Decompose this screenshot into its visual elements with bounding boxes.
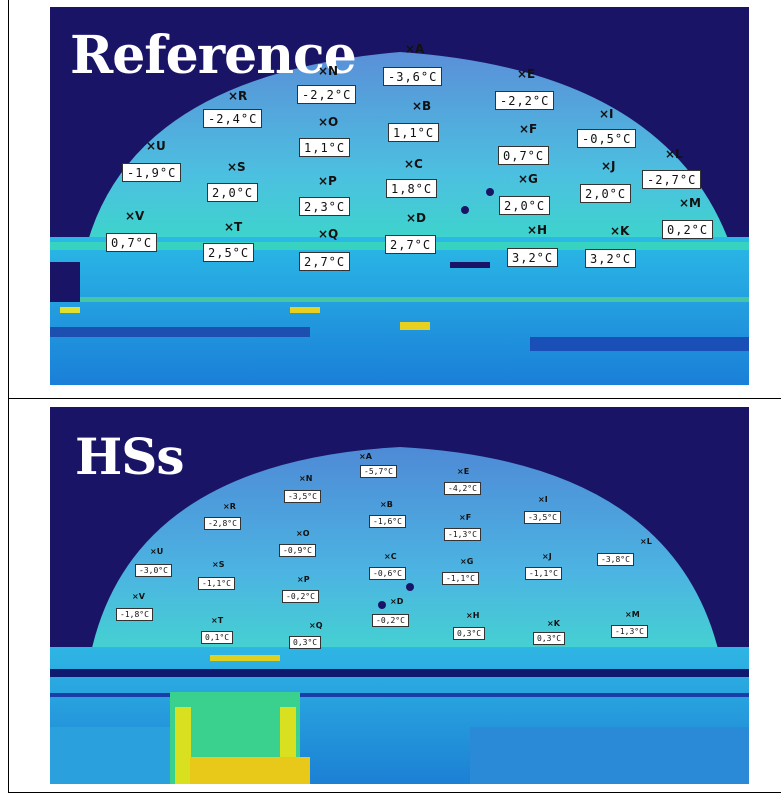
temperature-label: -1,6°C <box>369 515 406 528</box>
temperature-label: 2,7°C <box>385 235 437 254</box>
temperature-label: 1,1°C <box>299 138 351 157</box>
measurement-marker: ×C <box>384 552 397 561</box>
temperature-label: 0,3°C <box>453 627 486 640</box>
temperature-label: -2,2°C <box>297 85 357 104</box>
temperature-label: 2,0°C <box>580 184 632 203</box>
measurement-marker: ×T <box>224 220 243 234</box>
measurement-marker: ×I <box>538 495 548 504</box>
measurement-marker: ×Q <box>318 227 339 241</box>
temperature-label: -3,5°C <box>284 490 321 503</box>
temperature-label: -1,8°C <box>116 608 153 621</box>
temperature-label: 0,7°C <box>106 233 158 252</box>
temperature-label: -2,8°C <box>204 517 241 530</box>
temperature-label: 2,0°C <box>207 183 259 202</box>
temperature-label: 0,7°C <box>498 146 550 165</box>
measurement-marker: ×G <box>460 557 474 566</box>
measurement-marker: ×U <box>150 547 164 556</box>
temperature-label: -1,1°C <box>198 577 235 590</box>
temperature-label: -3,5°C <box>524 511 561 524</box>
measurement-marker: ×T <box>211 616 224 625</box>
measurement-marker: ×M <box>679 196 701 210</box>
temperature-label: -2,4°C <box>203 109 263 128</box>
measurement-marker: ×M <box>625 610 640 619</box>
panel-divider <box>8 398 781 399</box>
temperature-label: -0,2°C <box>372 614 409 627</box>
measurement-marker: ×U <box>146 139 166 153</box>
reference-thermal-image: Reference ×A -3,6°C ×B 1,1°C ×C 1,8°C ×D 2,7°C ×… <box>50 7 749 385</box>
temperature-label: 0,3°C <box>533 632 566 645</box>
temperature-label: 2,5°C <box>203 243 255 262</box>
hss-thermal-image: HSs ×A -5,7°C ×B -1,6°C ×C -0,6°C ×D -0,2°C ×E -4… <box>50 407 749 784</box>
measurement-marker: ×S <box>212 560 225 569</box>
temperature-label: -4,2°C <box>444 482 481 495</box>
measurement-marker: ×J <box>542 552 552 561</box>
measurement-marker: ×R <box>223 502 236 511</box>
measurement-marker: ×V <box>125 209 145 223</box>
measurement-marker: ×K <box>547 619 560 628</box>
temperature-label: 1,8°C <box>386 179 438 198</box>
temperature-label: 0,2°C <box>662 220 714 239</box>
temperature-label: -5,7°C <box>360 465 397 478</box>
measurement-marker: ×F <box>459 513 472 522</box>
thermal-image-background <box>50 407 749 784</box>
measurement-marker: ×L <box>640 537 652 546</box>
measurement-marker: ×J <box>601 159 616 173</box>
measurement-marker: ×O <box>296 529 310 538</box>
temperature-label: 0,1°C <box>201 631 234 644</box>
measurement-marker: ×D <box>390 597 404 606</box>
measurement-marker: ×A <box>359 452 372 461</box>
temperature-label: -1,3°C <box>444 528 481 541</box>
measurement-marker: ×D <box>406 211 427 225</box>
measurement-marker: ×B <box>412 99 432 113</box>
measurement-marker: ×R <box>228 89 248 103</box>
measurement-marker: ×G <box>518 172 538 186</box>
measurement-marker: ×B <box>380 500 393 509</box>
measurement-marker: ×O <box>318 115 339 129</box>
measurement-marker: ×N <box>318 64 339 78</box>
temperature-label: 0,3°C <box>289 636 322 649</box>
temperature-label: -2,7°C <box>642 170 702 189</box>
measurement-marker: ×V <box>132 592 145 601</box>
measurement-marker: ×P <box>297 575 310 584</box>
panel-title: HSs <box>75 427 184 486</box>
measurement-marker: ×S <box>227 160 246 174</box>
measurement-marker: ×F <box>519 122 538 136</box>
measurement-marker: ×L <box>665 147 683 161</box>
measurement-marker: ×P <box>318 174 337 188</box>
temperature-label: -0,6°C <box>369 567 406 580</box>
measurement-marker: ×E <box>457 467 470 476</box>
temperature-label: -3,8°C <box>597 553 634 566</box>
temperature-label: -0,9°C <box>279 544 316 557</box>
temperature-label: -3,0°C <box>135 564 172 577</box>
measurement-marker: ×H <box>527 223 548 237</box>
temperature-label: 1,1°C <box>388 123 440 142</box>
temperature-label: -0,2°C <box>282 590 319 603</box>
measurement-marker: ×C <box>404 157 423 171</box>
measurement-marker: ×A <box>405 42 425 56</box>
temperature-label: 2,7°C <box>299 252 351 271</box>
temperature-label: -1,3°C <box>611 625 648 638</box>
measurement-marker: ×K <box>610 224 630 238</box>
measurement-marker: ×Q <box>309 621 323 630</box>
temperature-label: 3,2°C <box>585 249 637 268</box>
temperature-label: 3,2°C <box>507 248 559 267</box>
temperature-label: -1,1°C <box>525 567 562 580</box>
temperature-label: 2,3°C <box>299 197 351 216</box>
temperature-label: -0,5°C <box>577 129 637 148</box>
temperature-label: -1,1°C <box>442 572 479 585</box>
measurement-marker: ×N <box>299 474 313 483</box>
temperature-label: -1,9°C <box>122 163 182 182</box>
temperature-label: -2,2°C <box>495 91 555 110</box>
panel-title: Reference <box>70 25 357 86</box>
temperature-label: 2,0°C <box>499 196 551 215</box>
measurement-marker: ×I <box>599 107 614 121</box>
temperature-label: -3,6°C <box>383 67 443 86</box>
measurement-marker: ×E <box>517 67 536 81</box>
measurement-marker: ×H <box>466 611 480 620</box>
